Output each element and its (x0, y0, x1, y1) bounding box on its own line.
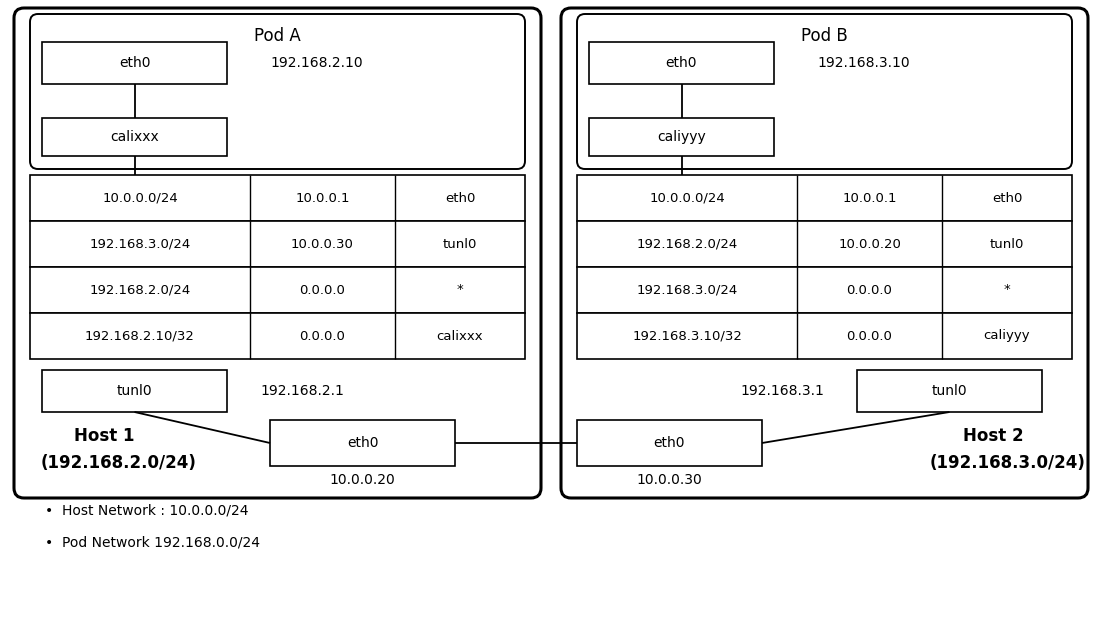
Bar (42, 118, 227, 156)
Bar (577, 175, 1072, 221)
Text: 0.0.0.0: 0.0.0.0 (846, 329, 893, 342)
Text: tunl0: tunl0 (990, 237, 1024, 250)
Bar (30, 267, 525, 313)
Text: eth0: eth0 (119, 56, 150, 70)
Text: 0.0.0.0: 0.0.0.0 (300, 284, 345, 297)
Text: tunl0: tunl0 (117, 384, 152, 398)
Text: 192.168.3.1: 192.168.3.1 (741, 384, 824, 398)
Bar (588, 118, 774, 156)
Text: 0.0.0.0: 0.0.0.0 (300, 329, 345, 342)
Text: *: * (456, 284, 463, 297)
Text: 10.0.0.0/24: 10.0.0.0/24 (102, 192, 177, 205)
Text: 10.0.0.20: 10.0.0.20 (838, 237, 901, 250)
Text: eth0: eth0 (347, 436, 378, 450)
Bar (30, 313, 525, 359)
Text: Host 2: Host 2 (963, 427, 1024, 445)
Text: 10.0.0.30: 10.0.0.30 (637, 473, 702, 487)
Text: tunl0: tunl0 (931, 384, 968, 398)
Text: •  Host Network : 10.0.0.0/24: • Host Network : 10.0.0.0/24 (45, 503, 248, 517)
FancyBboxPatch shape (14, 8, 541, 498)
Bar (588, 42, 774, 84)
FancyBboxPatch shape (561, 8, 1088, 498)
Text: 192.168.3.10: 192.168.3.10 (818, 56, 910, 70)
Bar (42, 370, 227, 412)
Text: 192.168.2.1: 192.168.2.1 (260, 384, 344, 398)
Text: Pod B: Pod B (801, 27, 847, 45)
Text: 192.168.2.10: 192.168.2.10 (271, 56, 364, 70)
Text: caliyyy: caliyyy (657, 130, 706, 144)
Text: eth0: eth0 (666, 56, 698, 70)
Bar (857, 370, 1042, 412)
FancyBboxPatch shape (30, 14, 525, 169)
Text: eth0: eth0 (445, 192, 475, 205)
Text: eth0: eth0 (653, 436, 685, 450)
Text: caliyyy: caliyyy (984, 329, 1030, 342)
Text: 192.168.3.0/24: 192.168.3.0/24 (636, 284, 737, 297)
Text: calixxx: calixxx (436, 329, 484, 342)
Text: 10.0.0.1: 10.0.0.1 (842, 192, 897, 205)
Bar (42, 42, 227, 84)
Bar (270, 420, 455, 466)
Text: 192.168.3.10/32: 192.168.3.10/32 (633, 329, 742, 342)
Text: 192.168.2.0/24: 192.168.2.0/24 (89, 284, 191, 297)
Text: 192.168.2.10/32: 192.168.2.10/32 (85, 329, 195, 342)
Bar (577, 221, 1072, 267)
Text: 192.168.2.0/24: 192.168.2.0/24 (636, 237, 737, 250)
Text: Host 1: Host 1 (74, 427, 134, 445)
Text: 10.0.0.0/24: 10.0.0.0/24 (649, 192, 725, 205)
Text: •  Pod Network 192.168.0.0/24: • Pod Network 192.168.0.0/24 (45, 535, 260, 549)
Text: eth0: eth0 (992, 192, 1023, 205)
Text: *: * (1004, 284, 1011, 297)
Bar (577, 420, 761, 466)
Bar (30, 221, 525, 267)
Text: 192.168.3.0/24: 192.168.3.0/24 (89, 237, 191, 250)
Text: (192.168.3.0/24): (192.168.3.0/24) (930, 454, 1085, 472)
Text: tunl0: tunl0 (443, 237, 477, 250)
Bar (577, 267, 1072, 313)
Text: 10.0.0.20: 10.0.0.20 (329, 473, 396, 487)
Text: 10.0.0.1: 10.0.0.1 (295, 192, 349, 205)
Text: Pod A: Pod A (255, 27, 301, 45)
FancyBboxPatch shape (577, 14, 1072, 169)
Text: (192.168.2.0/24): (192.168.2.0/24) (41, 454, 197, 472)
Bar (30, 175, 525, 221)
Text: 10.0.0.30: 10.0.0.30 (291, 237, 354, 250)
Text: calixxx: calixxx (110, 130, 159, 144)
Bar (577, 313, 1072, 359)
Text: 0.0.0.0: 0.0.0.0 (846, 284, 893, 297)
